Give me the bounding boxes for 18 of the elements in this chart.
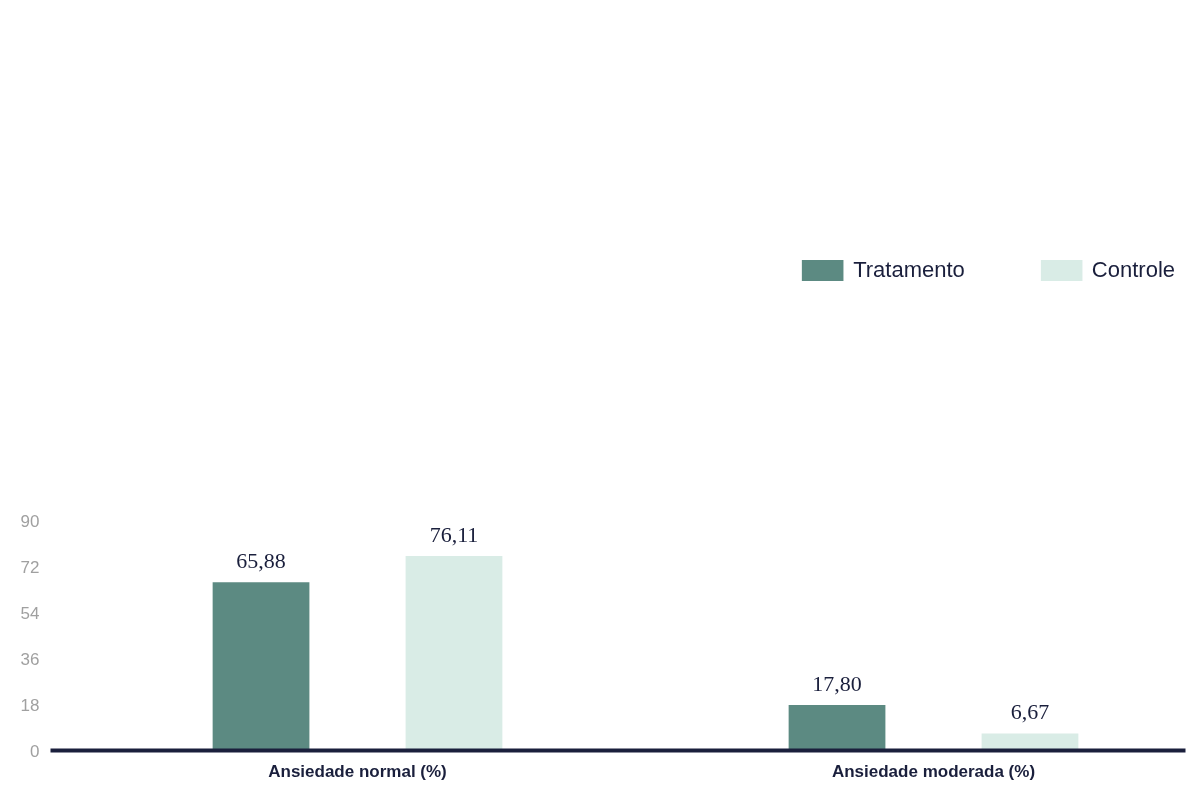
data-label: 65,88 [236, 548, 286, 574]
data-label: 17,80 [812, 671, 862, 697]
y-tick-label: 90 [20, 511, 40, 531]
y-tick-label: 72 [20, 557, 40, 577]
data-label: 6,67 [1010, 699, 1050, 725]
legend-label: Tratamento [853, 257, 965, 283]
bar [788, 705, 886, 751]
x-tick-label: Ansiedade moderada (%) [831, 761, 1036, 781]
x-tick-label: Ansiedade normal (%) [268, 761, 447, 781]
bar [981, 733, 1079, 751]
y-tick-label: 18 [20, 695, 40, 715]
y-tick-label: 54 [20, 603, 40, 623]
bar [212, 582, 310, 751]
legend-label: Controle [1091, 257, 1175, 283]
bar [405, 556, 503, 751]
data-label: 76,11 [429, 522, 479, 547]
y-tick-label: 36 [20, 649, 40, 669]
y-tick-label: 0 [30, 741, 40, 761]
